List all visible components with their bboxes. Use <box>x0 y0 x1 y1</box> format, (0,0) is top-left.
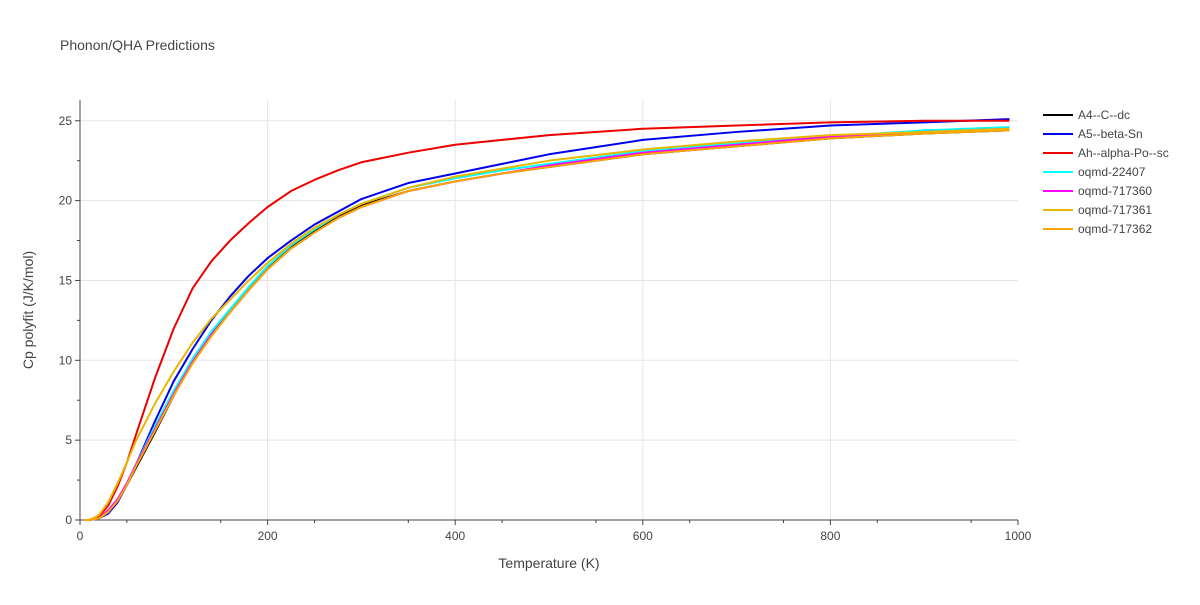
x-axis-title: Temperature (K) <box>498 555 599 571</box>
chart-title: Phonon/QHA Predictions <box>60 37 215 53</box>
legend-item[interactable]: oqmd-22407 <box>1043 165 1146 179</box>
y-tick-label: 25 <box>59 114 73 128</box>
x-tick-label: 800 <box>820 529 840 543</box>
legend-item[interactable]: oqmd-717361 <box>1043 203 1152 217</box>
y-tick-label: 10 <box>59 353 73 367</box>
legend-label: Ah--alpha-Po--sc <box>1078 146 1169 160</box>
legend-label: oqmd-717361 <box>1078 203 1152 217</box>
legend-label: A5--beta-Sn <box>1078 127 1143 141</box>
series-line-oqmd-717362[interactable] <box>83 129 1010 521</box>
x-tick-label: 0 <box>77 529 84 543</box>
x-tick-label: 600 <box>633 529 653 543</box>
series-line-oqmd-717360[interactable] <box>83 127 1010 521</box>
legend-label: oqmd-717360 <box>1078 184 1152 198</box>
x-tick-label: 200 <box>258 529 278 543</box>
legend-label: oqmd-717362 <box>1078 222 1152 236</box>
legend[interactable]: A4--C--dc A5--beta-Sn Ah--alpha-Po--sc oqmd… <box>1043 108 1169 236</box>
legend-label: A4--C--dc <box>1078 108 1130 122</box>
legend-item[interactable]: oqmd-717360 <box>1043 184 1152 198</box>
y-tick-label: 5 <box>65 433 72 447</box>
y-tick-label: 15 <box>59 273 73 287</box>
series-line-oqmd-717361[interactable] <box>83 127 1010 521</box>
y-tick-label: 20 <box>59 194 73 208</box>
legend-item[interactable]: A5--beta-Sn <box>1043 127 1143 141</box>
series-line-oqmd-22407[interactable] <box>83 126 1010 521</box>
series-layer[interactable] <box>83 118 1010 521</box>
x-tick-label: 400 <box>445 529 465 543</box>
series-line-A4--C--dc[interactable] <box>83 129 1010 521</box>
axis-layer: 0 200 400 600 800 1000 0 5 10 15 20 25 <box>59 100 1032 543</box>
grid-layer <box>80 100 1018 520</box>
legend-item[interactable]: Ah--alpha-Po--sc <box>1043 146 1169 160</box>
y-axis-title: Cp polyfit (J/K/mol) <box>20 251 36 369</box>
legend-item[interactable]: oqmd-717362 <box>1043 222 1152 236</box>
legend-item[interactable]: A4--C--dc <box>1043 108 1130 122</box>
x-tick-label: 1000 <box>1005 529 1032 543</box>
legend-label: oqmd-22407 <box>1078 165 1146 179</box>
y-tick-label: 0 <box>65 513 72 527</box>
